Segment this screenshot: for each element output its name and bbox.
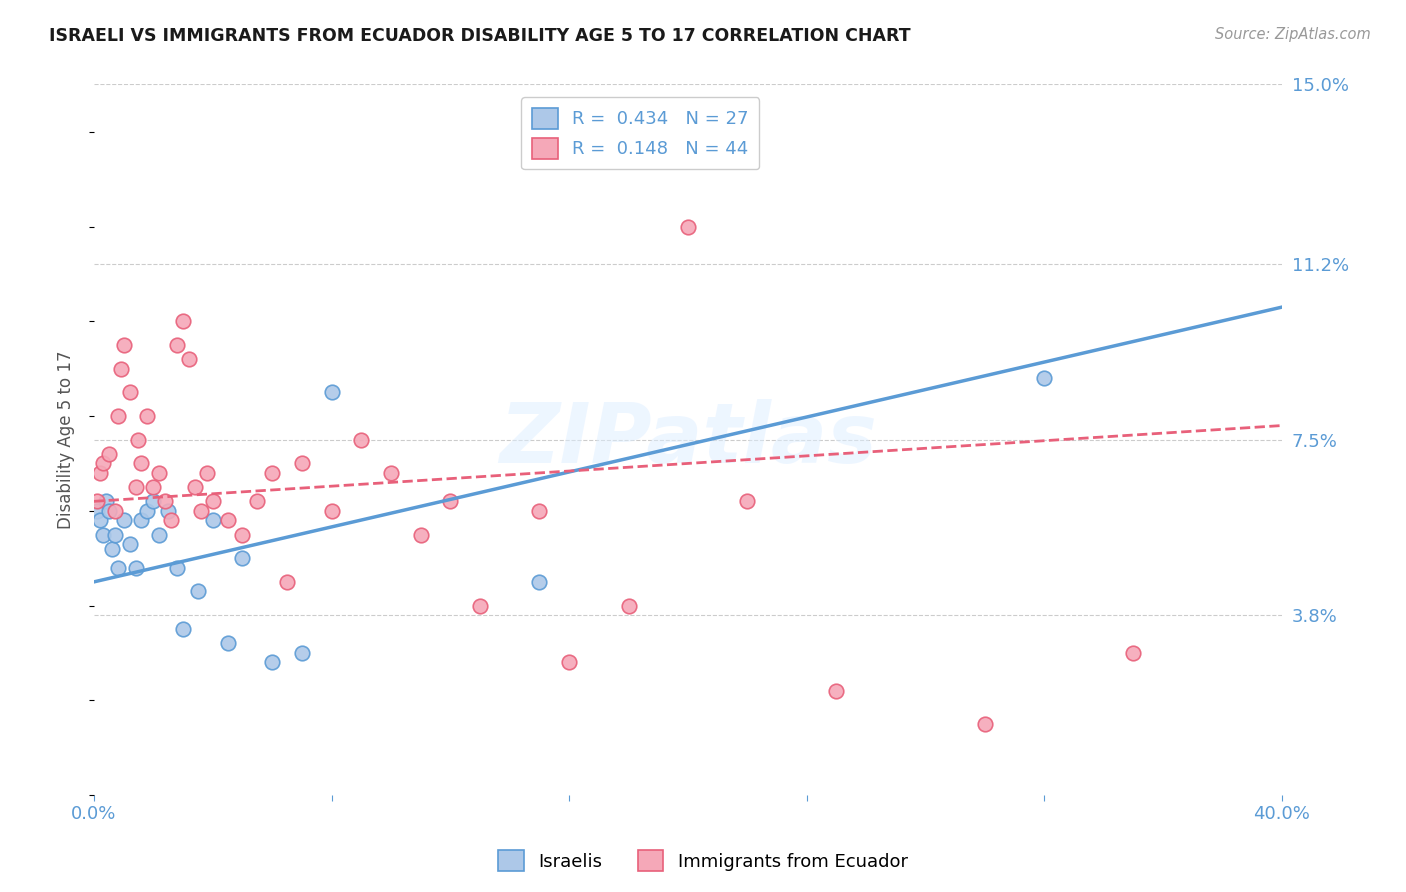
- Point: [94, 494, 117, 508]
- Point: [172, 314, 194, 328]
- Point: [190, 504, 212, 518]
- Point: [350, 433, 373, 447]
- Point: [124, 480, 146, 494]
- Point: [262, 466, 284, 480]
- Point: [737, 494, 759, 508]
- Point: [118, 537, 141, 551]
- Point: [86, 494, 108, 508]
- Point: [231, 551, 253, 566]
- Point: [439, 494, 461, 508]
- Point: [217, 636, 239, 650]
- Point: [148, 466, 170, 480]
- Point: [321, 385, 343, 400]
- Point: [104, 504, 127, 518]
- Point: [148, 527, 170, 541]
- Point: [118, 385, 141, 400]
- Point: [217, 513, 239, 527]
- Point: [142, 494, 165, 508]
- Point: [172, 622, 194, 636]
- Point: [825, 683, 848, 698]
- Point: [246, 494, 269, 508]
- Point: [201, 494, 224, 508]
- Point: [157, 504, 180, 518]
- Point: [142, 480, 165, 494]
- Point: [195, 466, 218, 480]
- Point: [231, 527, 253, 541]
- Point: [262, 656, 284, 670]
- Point: [177, 352, 200, 367]
- Point: [104, 527, 127, 541]
- Point: [380, 466, 402, 480]
- Point: [136, 504, 159, 518]
- Point: [110, 361, 132, 376]
- Point: [127, 433, 149, 447]
- Point: [529, 574, 551, 589]
- Point: [1122, 646, 1144, 660]
- Point: [107, 560, 129, 574]
- Point: [617, 599, 640, 613]
- Point: [676, 219, 699, 234]
- Point: [89, 466, 111, 480]
- Point: [124, 560, 146, 574]
- Point: [166, 338, 188, 352]
- Legend: R =  0.434   N = 27, R =  0.148   N = 44: R = 0.434 N = 27, R = 0.148 N = 44: [522, 97, 759, 169]
- Point: [112, 338, 135, 352]
- Point: [89, 513, 111, 527]
- Point: [131, 513, 153, 527]
- Point: [107, 409, 129, 423]
- Point: [97, 447, 120, 461]
- Text: ISRAELI VS IMMIGRANTS FROM ECUADOR DISABILITY AGE 5 TO 17 CORRELATION CHART: ISRAELI VS IMMIGRANTS FROM ECUADOR DISAB…: [49, 27, 911, 45]
- Text: Source: ZipAtlas.com: Source: ZipAtlas.com: [1215, 27, 1371, 42]
- Point: [187, 584, 209, 599]
- Point: [409, 527, 432, 541]
- Y-axis label: Disability Age 5 to 17: Disability Age 5 to 17: [58, 351, 75, 529]
- Point: [155, 494, 177, 508]
- Point: [974, 717, 997, 731]
- Point: [91, 457, 114, 471]
- Point: [291, 646, 314, 660]
- Legend: Israelis, Immigrants from Ecuador: Israelis, Immigrants from Ecuador: [491, 843, 915, 879]
- Point: [166, 560, 188, 574]
- Point: [86, 504, 108, 518]
- Point: [468, 599, 491, 613]
- Point: [160, 513, 183, 527]
- Point: [91, 527, 114, 541]
- Point: [184, 480, 207, 494]
- Point: [131, 457, 153, 471]
- Point: [276, 574, 298, 589]
- Point: [97, 504, 120, 518]
- Point: [558, 656, 581, 670]
- Point: [529, 504, 551, 518]
- Point: [136, 409, 159, 423]
- Point: [100, 541, 122, 556]
- Point: [291, 457, 314, 471]
- Text: ZIPatlas: ZIPatlas: [499, 400, 877, 480]
- Point: [112, 513, 135, 527]
- Point: [321, 504, 343, 518]
- Point: [1033, 371, 1056, 385]
- Point: [201, 513, 224, 527]
